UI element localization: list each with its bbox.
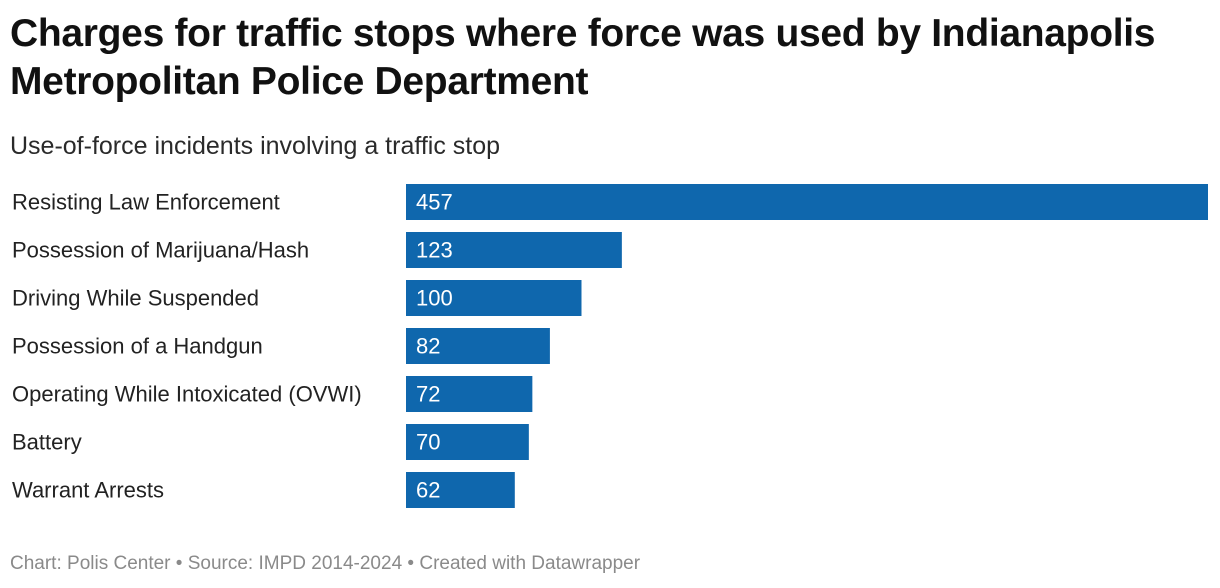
category-label: Possession of Marijuana/Hash bbox=[12, 238, 309, 263]
category-label: Warrant Arrests bbox=[12, 478, 164, 503]
footer-credit: Chart: Polis Center bbox=[10, 553, 171, 574]
footer-tool: Created with Datawrapper bbox=[419, 553, 641, 574]
bar bbox=[406, 376, 533, 412]
footer-separator: • bbox=[170, 553, 188, 574]
chart-footer: Chart: Polis Center • Source: IMPD 2014-… bbox=[10, 550, 640, 578]
chart-subtitle: Use-of-force incidents involving a traff… bbox=[10, 132, 501, 160]
category-label: Possession of a Handgun bbox=[12, 334, 263, 359]
bar bbox=[406, 184, 1208, 220]
category-label: Battery bbox=[12, 430, 82, 455]
value-label: 62 bbox=[416, 478, 440, 503]
bar bbox=[406, 280, 582, 316]
category-label: Resisting Law Enforcement bbox=[12, 190, 280, 215]
bar bbox=[406, 232, 622, 268]
footer-source: Source: IMPD 2014-2024 bbox=[187, 553, 403, 574]
value-label: 100 bbox=[416, 286, 453, 311]
category-label: Driving While Suspended bbox=[12, 286, 259, 311]
value-label: 123 bbox=[416, 238, 453, 263]
value-label: 457 bbox=[416, 190, 453, 215]
value-label: 72 bbox=[416, 382, 440, 407]
chart-title: Charges for traffic stops where force wa… bbox=[10, 12, 1156, 103]
value-label: 82 bbox=[416, 334, 440, 359]
footer-separator: • bbox=[402, 553, 420, 574]
bar bbox=[406, 472, 515, 508]
bar bbox=[406, 328, 550, 364]
category-label: Operating While Intoxicated (OVWI) bbox=[12, 382, 362, 407]
value-label: 70 bbox=[416, 430, 440, 455]
bar bbox=[406, 424, 529, 460]
bar-chart: Resisting Law Enforcement 457 Possession o… bbox=[12, 184, 1208, 508]
